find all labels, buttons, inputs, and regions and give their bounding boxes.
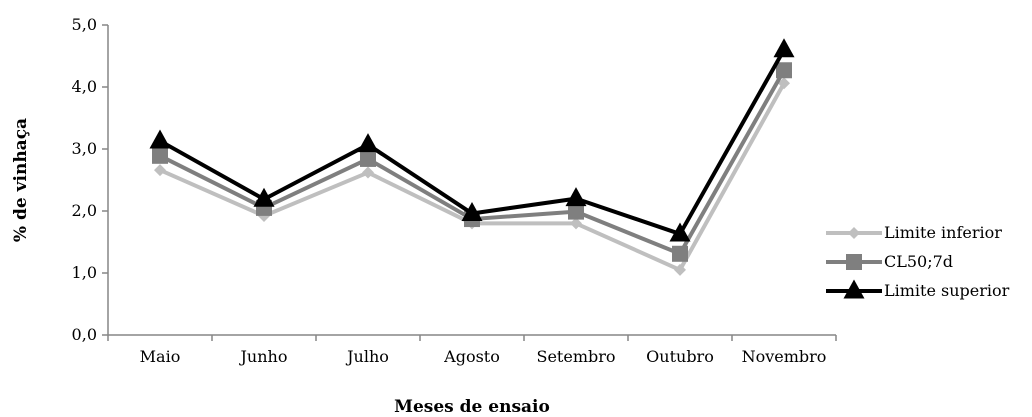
legend-item: CL50;7d [826,252,953,271]
data-point-square [152,147,168,164]
y-axis-title: % de vinhaça [11,118,31,242]
x-tick-label: Agosto [443,347,500,366]
data-point-diamond [362,166,374,179]
data-point-triangle [357,133,379,153]
series-line [159,82,786,272]
data-point-diamond [154,164,166,177]
data-point-diamond [570,217,582,230]
x-tick-label: Outubro [646,347,714,366]
legend-label: Limite superior [884,281,1010,300]
x-axis-title: Meses de ensaio [394,397,550,417]
data-point-square [672,245,688,262]
y-tick-label: 1,0 [72,263,97,282]
legend-label: Limite inferior [884,223,1002,242]
y-tick-label: 5,0 [72,15,97,34]
data-point-triangle [461,201,483,221]
data-point-triangle [149,129,171,149]
x-tick-label: Novembro [742,347,827,366]
legend-item: Limite inferior [826,223,1002,242]
series-group [149,38,795,276]
series-3 [149,38,795,242]
legend: Limite inferior CL50;7d Limite superior [826,223,1010,300]
legend-item: Limite superior [826,279,1010,300]
data-point-diamond [778,77,790,90]
series-1 [154,77,790,276]
y-tick-label: 3,0 [72,139,97,158]
legend-marker [848,227,860,239]
data-point-triangle [565,187,587,207]
y-tick-label: 2,0 [72,201,97,220]
x-tick-label: Junho [239,347,288,366]
axes [107,25,836,336]
data-point-square [776,62,792,79]
x-tick-label: Maio [140,347,181,366]
x-ticks: Maio Junho Julho Agosto Setembro Outubro Novem… [107,335,837,366]
data-point-triangle [669,222,691,242]
y-ticks: 0,0 1,0 2,0 3,0 4,0 5,0 [72,15,108,344]
legend-marker [846,254,862,270]
x-tick-label: Setembro [536,347,615,366]
legend-marker [843,279,865,299]
data-point-triangle [773,38,795,58]
data-point-square [360,150,376,167]
series-2 [152,62,792,262]
x-tick-label: Julho [345,347,389,366]
y-tick-label: 0,0 [72,325,97,344]
legend-label: CL50;7d [884,252,953,271]
data-point-triangle [253,187,275,207]
y-tick-label: 4,0 [72,77,97,96]
data-point-diamond [674,263,686,276]
data-point-square [568,203,584,220]
